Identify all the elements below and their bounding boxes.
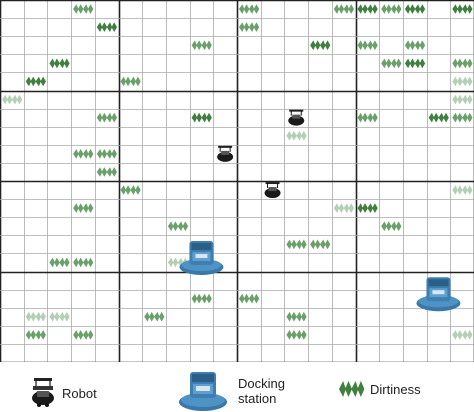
dirt-mark [452,185,473,195]
robot-legend-icon [32,378,54,407]
dirt-mark [49,311,70,322]
dirt-mark [357,4,378,14]
dirt-mark [239,293,260,304]
dirt-mark [452,94,473,105]
dirt-mark [167,221,189,232]
dirt-mark [381,58,402,69]
dirtiness-legend-label: Dirtiness [370,382,421,397]
docking-station-legend-icon [179,372,227,411]
robot-legend-label: Robot [62,386,97,401]
docking-station-legend-label: Docking station [238,376,285,406]
dirt-mark [73,257,94,268]
dirt-mark [96,22,118,32]
dirt-mark [239,4,260,14]
robot-layer [217,109,305,199]
dirt-mark [357,40,378,51]
dirt-mark [25,311,46,322]
dirt-mark [49,58,70,69]
dirt-mark [428,112,449,123]
dirt-mark [452,76,473,87]
docking-station-layer [179,241,461,312]
dirt-mark [286,239,307,250]
dirt-layer [2,4,473,340]
dirt-mark [2,94,23,105]
dirt-mark [25,76,46,87]
dirt-mark [333,4,355,14]
dirt-mark [191,40,212,51]
dirt-mark [96,167,118,177]
docking-station [179,241,224,276]
dirt-mark [286,130,307,141]
grid-lines [0,0,474,362]
dirt-mark [404,4,426,14]
dirt-mark [286,311,307,322]
dirt-mark [96,112,118,123]
dirt-mark [73,203,94,213]
dirt-mark [49,257,70,268]
dirt-mark [452,330,473,340]
dirt-mark [452,112,473,123]
room-grid-map [0,0,474,362]
robot [217,145,234,162]
dirt-mark [339,381,365,397]
robot [264,182,281,199]
dirt-mark [310,239,331,250]
dirt-mark [73,330,94,340]
dirt-mark [357,112,378,123]
dirt-mark [333,203,355,213]
dirt-mark [452,58,473,69]
dirt-mark [73,149,94,159]
dirt-mark [357,203,378,213]
dirt-mark [404,40,426,51]
dirt-mark [191,293,212,304]
robot [288,109,305,126]
dirt-mark [404,58,426,69]
dirt-mark [144,311,165,322]
dirt-mark [120,185,141,195]
dirt-mark [191,112,212,123]
dirt-mark [73,4,94,14]
docking-legend-line2: station [238,391,277,406]
dirt-mark [381,221,402,232]
docking-legend-line1: Docking [238,376,285,391]
dirtiness-legend-icon [339,381,365,397]
docking-station [416,277,461,312]
dirt-mark [381,4,402,14]
dirt-mark [96,149,118,159]
legend: Robot Docking station Dirtiness [0,362,474,412]
dirt-mark [286,330,307,340]
dirt-mark [120,76,141,87]
dirt-mark [452,4,473,14]
dirt-mark [239,22,260,32]
dirt-mark [310,40,331,51]
dirt-mark [25,330,46,340]
